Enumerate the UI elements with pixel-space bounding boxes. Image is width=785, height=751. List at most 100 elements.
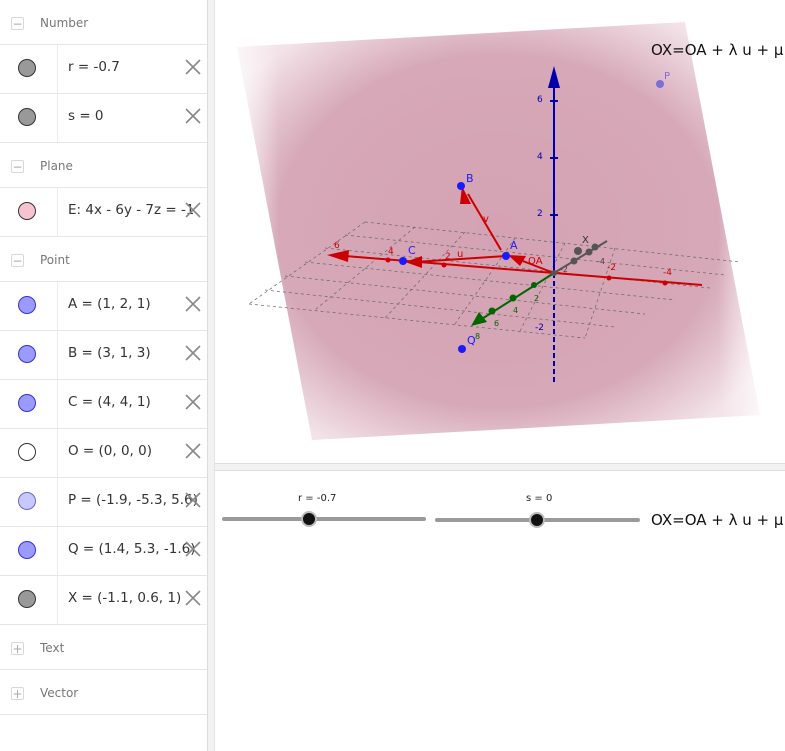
algebra-row-r[interactable]: r = -0.7 [0, 45, 207, 94]
algebra-row-p[interactable]: P = (-1.9, -5.3, 5.6) [0, 478, 207, 527]
point-label-b: B [466, 172, 474, 185]
visibility-toggle-icon[interactable] [18, 296, 36, 314]
slider-s-label: s = 0 [526, 493, 553, 504]
vector-oa-arrow [508, 255, 526, 266]
point-o[interactable] [551, 270, 557, 276]
algebra-row-a[interactable]: A = (1, 2, 1) [0, 282, 207, 331]
point-a[interactable] [502, 252, 510, 260]
delete-icon[interactable] [183, 57, 203, 77]
graphics-2d-view[interactable]: r = -0.7 s = 0 OX=OA + λ u + μ v [215, 470, 785, 751]
panel-divider[interactable] [208, 0, 215, 751]
visibility-toggle-icon[interactable] [18, 202, 36, 220]
ground-grid [248, 221, 741, 339]
visibility-toggle-icon[interactable] [18, 541, 36, 559]
expand-icon[interactable]: + [11, 642, 24, 656]
delete-icon[interactable] [183, 588, 203, 608]
point-b[interactable] [457, 182, 465, 190]
z-tick-label: 2 [537, 209, 543, 219]
view-divider[interactable] [215, 463, 785, 471]
vector-u [414, 255, 507, 263]
slider-r-track[interactable] [222, 517, 426, 521]
delete-icon[interactable] [183, 106, 203, 126]
visibility-toggle-icon[interactable] [18, 394, 36, 412]
graphics-3d-view[interactable]: 6 4 2 -2 6 4 2 -2 -4 [215, 0, 785, 463]
point-label-x: X [582, 235, 589, 246]
category-text[interactable]: + Text [0, 625, 207, 670]
algebra-row-text[interactable]: B = (3, 1, 3) [68, 345, 151, 361]
z-tick-label: 4 [537, 152, 543, 162]
algebra-row-b[interactable]: B = (3, 1, 3) [0, 331, 207, 380]
algebra-row-plane-e[interactable]: E: 4x - 6y - 7z = -15 [0, 188, 207, 237]
delete-icon[interactable] [183, 343, 203, 363]
delete-icon[interactable] [183, 441, 203, 461]
visibility-toggle-icon[interactable] [18, 108, 36, 126]
x-axis-arrow [327, 250, 349, 262]
algebra-row-x[interactable]: X = (-1.1, 0.6, 1) [0, 576, 207, 625]
category-label: Text [40, 641, 65, 655]
vector-label-u: u [457, 249, 463, 260]
category-number[interactable]: − Number [0, 0, 207, 45]
slider-r-label: r = -0.7 [298, 493, 337, 504]
algebra-row-text[interactable]: X = (-1.1, 0.6, 1) [68, 590, 182, 606]
algebra-row-q[interactable]: Q = (1.4, 5.3, -1.6) [0, 527, 207, 576]
y-tick-label: 4 [513, 306, 518, 315]
delete-icon[interactable] [183, 539, 203, 559]
x-tick-label: 4 [388, 247, 394, 257]
category-label: Point [40, 253, 70, 267]
graphics-3d-canvas[interactable]: 6 4 2 -2 6 4 2 -2 -4 [215, 0, 785, 463]
vector-v-arrow [460, 186, 471, 204]
slider-s-knob[interactable] [529, 512, 545, 528]
point-q[interactable] [458, 345, 466, 353]
x-tick-label: 6 [334, 241, 340, 251]
algebra-row-text[interactable]: Q = (1.4, 5.3, -1.6) [68, 541, 196, 557]
collapse-icon[interactable]: − [11, 17, 24, 31]
category-vector[interactable]: + Vector [0, 670, 207, 715]
small-tick-label: 8 [475, 332, 480, 341]
slider-r-knob[interactable] [301, 511, 317, 527]
z-tick-label: 6 [537, 95, 543, 105]
algebra-row-c[interactable]: C = (4, 4, 1) [0, 380, 207, 429]
algebra-row-text[interactable]: s = 0 [68, 108, 104, 124]
x-tick-label: 2 [445, 252, 451, 262]
delete-icon[interactable] [183, 490, 203, 510]
vector-label-v: v [483, 214, 489, 225]
category-label: Number [40, 16, 89, 30]
y-axis-arrow [471, 312, 487, 326]
visibility-toggle-icon[interactable] [18, 59, 36, 77]
algebra-row-s[interactable]: s = 0 [0, 94, 207, 143]
expand-icon[interactable]: + [11, 687, 24, 701]
vector-label-oa: OA [528, 256, 543, 267]
visibility-toggle-icon[interactable] [18, 590, 36, 608]
algebra-row-text[interactable]: r = -0.7 [68, 59, 120, 75]
x-tick-label: -2 [607, 263, 616, 273]
collapse-icon[interactable]: − [11, 160, 24, 174]
algebra-row-text[interactable]: P = (-1.9, -5.3, 5.6) [68, 492, 198, 508]
algebra-row-text[interactable]: A = (1, 2, 1) [68, 296, 151, 312]
algebra-view: − Number r = -0.7 s = 0 − Plane E: 4x - … [0, 0, 208, 751]
algebra-row-text[interactable]: O = (0, 0, 0) [68, 443, 152, 459]
algebra-row-text[interactable]: C = (4, 4, 1) [68, 394, 151, 410]
category-label: Plane [40, 159, 73, 173]
category-label: Vector [40, 686, 79, 700]
algebra-row-o[interactable]: O = (0, 0, 0) [0, 429, 207, 478]
category-plane[interactable]: − Plane [0, 143, 207, 188]
formula-text-2d: OX=OA + λ u + μ v [651, 511, 785, 529]
visibility-toggle-icon[interactable] [18, 492, 36, 510]
collapse-icon[interactable]: − [11, 254, 24, 268]
delete-icon[interactable] [183, 392, 203, 412]
delete-icon[interactable] [183, 294, 203, 314]
point-label-p: P [664, 71, 670, 82]
formula-text-3d: OX=OA + λ u + μ v [651, 41, 785, 59]
point-c[interactable] [399, 257, 407, 265]
small-tick-label: -2 [560, 265, 568, 274]
visibility-toggle-icon[interactable] [18, 443, 36, 461]
point-p[interactable] [656, 80, 664, 88]
algebra-row-text[interactable]: E: 4x - 6y - 7z = -15 [68, 202, 193, 218]
x-tick-label: -4 [663, 268, 672, 278]
delete-icon[interactable] [183, 200, 203, 220]
category-point[interactable]: − Point [0, 237, 207, 282]
visibility-toggle-icon[interactable] [18, 345, 36, 363]
vector-u-arrow [405, 256, 422, 268]
z-axis-arrow [548, 66, 560, 88]
plane-e-edge-fade [237, 22, 760, 440]
